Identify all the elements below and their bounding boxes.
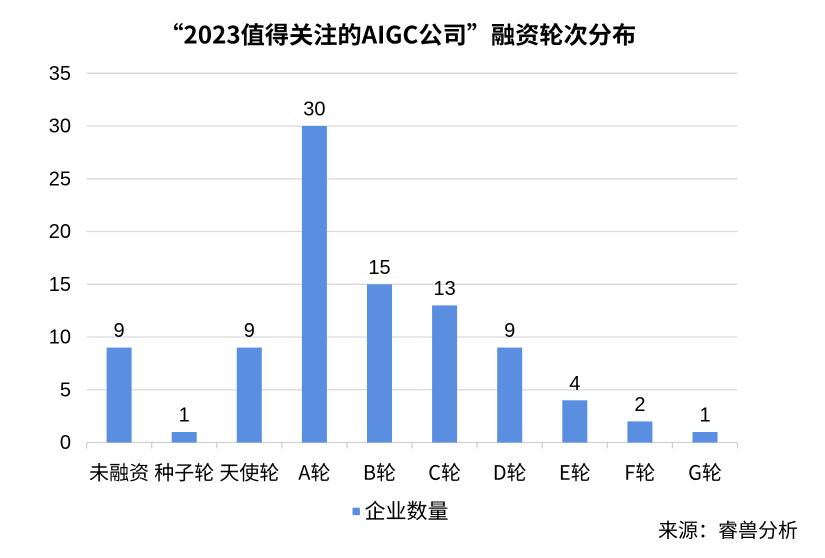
svg-text:35: 35 xyxy=(49,63,71,85)
svg-text:0: 0 xyxy=(60,432,71,454)
svg-text:2: 2 xyxy=(634,394,645,416)
svg-text:10: 10 xyxy=(49,327,71,349)
svg-text:13: 13 xyxy=(433,278,455,300)
svg-text:20: 20 xyxy=(49,221,71,243)
svg-text:1: 1 xyxy=(699,405,710,427)
svg-text:30: 30 xyxy=(49,116,71,138)
svg-text:9: 9 xyxy=(114,320,125,342)
svg-text:25: 25 xyxy=(49,168,71,190)
svg-text:4: 4 xyxy=(569,373,580,395)
svg-text:1: 1 xyxy=(179,405,190,427)
svg-text:9: 9 xyxy=(504,320,515,342)
svg-text:15: 15 xyxy=(49,274,71,296)
svg-text:15: 15 xyxy=(368,257,390,279)
svg-text:9: 9 xyxy=(244,320,255,342)
svg-text:5: 5 xyxy=(60,379,71,401)
svg-text:30: 30 xyxy=(303,99,325,121)
